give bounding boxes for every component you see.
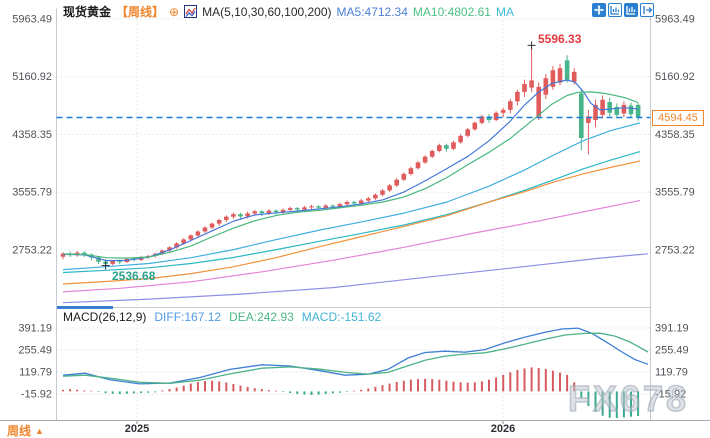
price-tick-label: 4358.35 — [655, 129, 695, 141]
ma100-line — [62, 160, 641, 285]
period-arrow-icon[interactable]: ▲ — [35, 425, 44, 436]
ma30-line — [62, 122, 641, 271]
price-tick-label: 3555.79 — [655, 187, 695, 199]
period-tag[interactable]: 【周线】 — [116, 5, 165, 19]
dea-value: DEA:242.93 — [229, 310, 294, 324]
price-tick-label: 2753.22 — [655, 245, 695, 257]
ma-long-line — [62, 253, 649, 304]
macd-value: MACD:-151.62 — [301, 310, 382, 324]
low-marker — [101, 261, 110, 270]
macd-tick-label: 119.79 — [19, 367, 52, 379]
pane-borders — [0, 8, 710, 421]
x-axis-year-label: 2025 — [124, 423, 150, 435]
candlesticks — [60, 45, 641, 266]
dea-line — [62, 332, 649, 384]
price-tick-label: 2753.22 — [12, 245, 52, 257]
chart-toolbar — [592, 3, 654, 17]
price-tick-label: 5160.92 — [655, 71, 695, 83]
ma10-value: MA10:4802.61 — [412, 4, 491, 19]
collapse-panel-icon[interactable] — [640, 3, 654, 17]
current-price-label: 4594.45 — [652, 110, 704, 126]
macd-header: MACD(26,12,9) DIFF:167.12 DEA:242.93 MAC… — [63, 310, 381, 324]
diff-line — [62, 327, 649, 385]
ma60-line — [62, 151, 641, 274]
price-tick-label: 5963.49 — [12, 14, 52, 26]
ma5-value: MA5:4712.34 — [336, 4, 408, 19]
fit-axis-icon[interactable] — [608, 3, 622, 17]
ma10-line — [62, 91, 639, 259]
kline-chart-icon[interactable] — [184, 5, 198, 18]
gridlines — [56, 12, 651, 424]
price-tick-label: 5963.49 — [655, 14, 695, 26]
high-price-label: 5596.33 — [538, 32, 582, 46]
low-price-label: 2536.68 — [112, 269, 156, 283]
macd-tick-label: 255.49 — [18, 345, 52, 357]
pan-icon[interactable] — [592, 3, 606, 17]
price-tick-label: 4358.35 — [12, 129, 52, 141]
ma-more-value: MA — [495, 4, 514, 19]
high-marker — [527, 41, 536, 50]
macd-tab-indicator — [57, 306, 113, 309]
macd-tick-label: -15.92 — [655, 389, 686, 401]
macd-tick-label: -15.92 — [21, 389, 52, 401]
ma-settings-label[interactable]: MA(5,10,30,60,100,200) — [202, 4, 332, 19]
diff-value: DIFF:167.12 — [154, 310, 222, 324]
price-tick-label: 3555.79 — [12, 187, 52, 199]
macd-tick-label: 391.19 — [655, 323, 689, 335]
price-tick-label: 5160.92 — [12, 71, 52, 83]
macd-tick-label: 391.19 — [18, 323, 52, 335]
status-bar: 周线 ▲ — [7, 422, 44, 438]
period-indicator[interactable]: 周线 — [7, 424, 32, 438]
macd-tick-label: 119.79 — [655, 367, 688, 379]
symbol-title: 现货黄金 — [63, 5, 112, 19]
macd-histogram — [62, 367, 640, 418]
macd-title[interactable]: MACD(26,12,9) — [63, 310, 147, 324]
ma5-line — [62, 79, 639, 262]
macd-tick-label: 255.49 — [655, 345, 689, 357]
ma200-line — [62, 199, 641, 293]
collapse-icon[interactable]: ⊕ — [169, 4, 180, 19]
axis-tick-labels: 5963.49 5963.49 5160.92 5160.92 4358.35 4358.… — [12, 14, 695, 401]
scale-axis-icon[interactable] — [624, 3, 638, 17]
chart-header: 现货黄金 【周线】 ⊕ MA(5,10,30,60,100,200) MA5:4… — [63, 4, 514, 20]
x-axis-year-label: 2026 — [490, 423, 516, 435]
